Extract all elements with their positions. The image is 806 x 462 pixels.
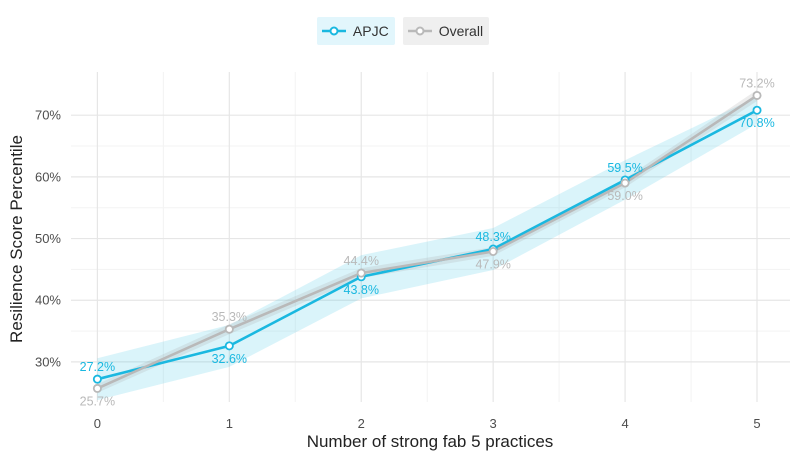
legend-label-apjc: APJC <box>352 23 389 39</box>
x-axis-label: Number of strong fab 5 practices <box>307 432 554 451</box>
legend-item-apjc[interactable]: APJC <box>316 17 395 45</box>
apjc-confidence-band <box>97 96 758 401</box>
apjc-data-point <box>224 341 234 351</box>
y-tick-label: 40% <box>35 293 61 308</box>
overall-line-marker-icon <box>407 26 432 36</box>
overall-data-label: 47.9% <box>475 257 510 271</box>
overall-data-label: 44.4% <box>344 254 379 268</box>
y-tick-label: 50% <box>35 231 61 246</box>
grid <box>71 72 790 402</box>
legend-item-overall[interactable]: Overall <box>402 17 490 45</box>
y-tick-label: 30% <box>35 354 61 369</box>
overall-data-point <box>752 90 762 100</box>
overall-data-label: 73.2% <box>739 76 774 90</box>
series-points <box>92 90 762 393</box>
apjc-line-marker-icon <box>321 26 346 36</box>
x-tick-label: 4 <box>621 416 628 431</box>
y-tick-label: 60% <box>35 169 61 184</box>
overall-confidence-band <box>97 89 758 393</box>
x-tick-label: 5 <box>753 416 760 431</box>
legend-label-overall: Overall <box>438 23 484 39</box>
confidence-bands <box>97 89 758 401</box>
x-tick-label: 2 <box>358 416 365 431</box>
data-labels: 27.2% 32.6% 43.8% 48.3% 59.5% 70.8% 25.7% 35.3%… <box>80 76 775 408</box>
x-tick-label: 1 <box>226 416 233 431</box>
overall-data-point <box>620 178 630 188</box>
overall-data-label: 35.3% <box>212 310 247 324</box>
tick-labels: 0 1 2 3 4 5 30% 40% 50% 60% 70% <box>35 108 761 431</box>
series-lines <box>96 94 758 390</box>
overall-data-label: 59.0% <box>607 189 642 203</box>
y-axis-label: Resilience Score Percentile <box>7 135 26 343</box>
apjc-data-point <box>752 105 762 115</box>
legend: APJC Overall <box>0 17 806 45</box>
overall-series-line <box>96 94 758 390</box>
apjc-data-label: 43.8% <box>344 283 379 297</box>
apjc-data-point <box>92 374 102 384</box>
overall-data-label: 25.7% <box>80 394 115 408</box>
overall-data-point <box>488 246 498 256</box>
x-tick-label: 0 <box>94 416 101 431</box>
apjc-data-label: 48.3% <box>475 230 510 244</box>
apjc-data-label: 70.8% <box>739 116 774 130</box>
overall-data-point <box>356 268 366 278</box>
overall-data-point <box>92 383 102 393</box>
x-tick-label: 3 <box>490 416 497 431</box>
apjc-data-label: 32.6% <box>212 352 247 366</box>
apjc-data-label: 59.5% <box>607 161 642 175</box>
apjc-data-label: 27.2% <box>80 360 115 374</box>
y-tick-label: 70% <box>35 108 61 123</box>
overall-data-point <box>224 324 234 334</box>
